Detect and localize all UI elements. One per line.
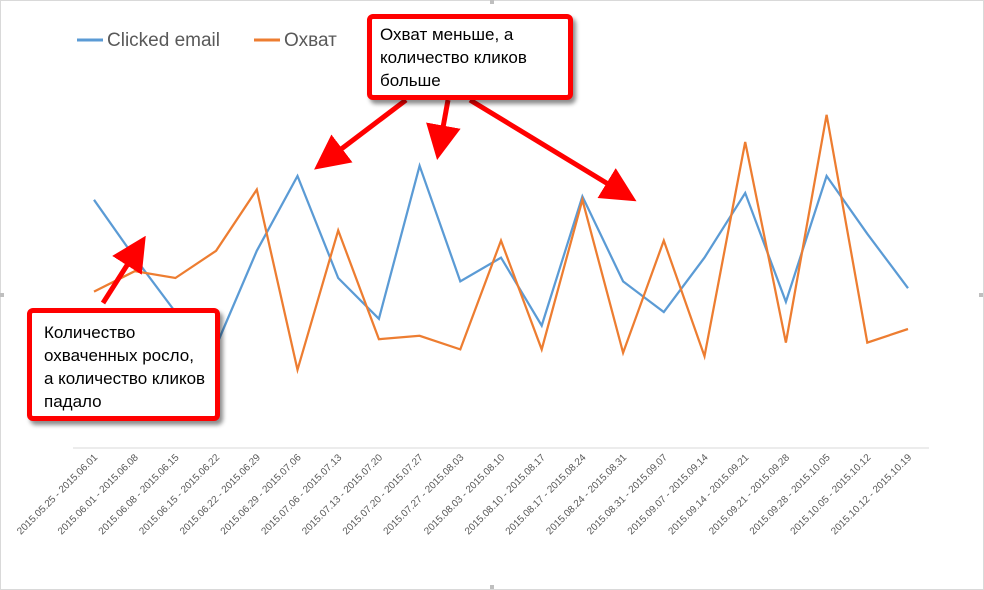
legend-label-okhvat: Охват bbox=[284, 30, 337, 51]
x-tick-label: 2015.05.25 - 2015.06.01 bbox=[15, 452, 100, 537]
x-tick-label: 2015.09.07 - 2015.09.14 bbox=[626, 452, 711, 537]
x-tick-label: 2015.08.03 - 2015.08.10 bbox=[422, 452, 507, 537]
series-layer bbox=[93, 114, 909, 375]
x-tick-label: 2015.07.06 - 2015.07.13 bbox=[259, 452, 344, 537]
x-tick-label: 2015.08.31 - 2015.09.07 bbox=[585, 452, 670, 537]
annotation-callout-top: Охват меньше, а количество кликов больше bbox=[367, 14, 573, 100]
x-tick-label: 2015.07.20 - 2015.07.27 bbox=[341, 452, 426, 537]
x-tick-label: 2015.10.05 - 2015.10.12 bbox=[789, 452, 874, 537]
x-tick-label: 2015.08.17 - 2015.08.24 bbox=[504, 452, 589, 537]
x-tick-label: 2015.06.01 - 2015.06.08 bbox=[56, 452, 141, 537]
x-tick-label: 2015.09.28 - 2015.10.05 bbox=[748, 452, 833, 537]
annotation-text-left: Количество охваченных росло, а количеств… bbox=[44, 323, 206, 411]
annotation-callout-left: Количество охваченных росло, а количеств… bbox=[27, 308, 220, 421]
x-tick-label: 2015.08.10 - 2015.08.17 bbox=[463, 452, 548, 537]
legend-item-okhvat[interactable]: Охват bbox=[254, 30, 337, 51]
resize-handle-left[interactable] bbox=[0, 293, 4, 297]
arrow-top-to-right bbox=[468, 97, 637, 202]
resize-handle-right[interactable] bbox=[979, 293, 983, 297]
resize-handle-top[interactable] bbox=[490, 0, 494, 4]
x-tick-label: 2015.06.22 - 2015.06.29 bbox=[178, 452, 263, 537]
legend-label-clicked-email: Clicked email bbox=[107, 30, 220, 51]
x-tick-label: 2015.07.13 - 2015.07.20 bbox=[300, 452, 385, 537]
arrow-left-to-up bbox=[100, 235, 146, 305]
x-tick-label: 2015.08.24 - 2015.08.31 bbox=[544, 452, 629, 537]
x-tick-label: 2015.06.08 - 2015.06.15 bbox=[97, 452, 182, 537]
arrow-top-to-down bbox=[426, 99, 461, 161]
x-tick-label: 2015.10.12 - 2015.10.19 bbox=[829, 452, 914, 537]
x-tick-label: 2015.07.27 - 2015.08.03 bbox=[382, 452, 467, 537]
resize-handle-bottom[interactable] bbox=[490, 585, 494, 589]
x-tick-label: 2015.09.21 - 2015.09.28 bbox=[707, 452, 792, 537]
legend-item-clicked-email[interactable]: Clicked email bbox=[77, 30, 220, 51]
annotation-text-top: Охват меньше, а количество кликов больше bbox=[380, 25, 527, 90]
arrow-top-to-left bbox=[314, 98, 408, 170]
x-tick-label: 2015.06.15 - 2015.06.22 bbox=[137, 452, 222, 537]
annotation-arrows bbox=[100, 97, 637, 305]
x-tick-label: 2015.09.14 - 2015.09.21 bbox=[666, 452, 751, 537]
legend: Clicked email Охват bbox=[77, 30, 337, 51]
x-tick-label: 2015.06.29 - 2015.07.06 bbox=[219, 452, 304, 537]
